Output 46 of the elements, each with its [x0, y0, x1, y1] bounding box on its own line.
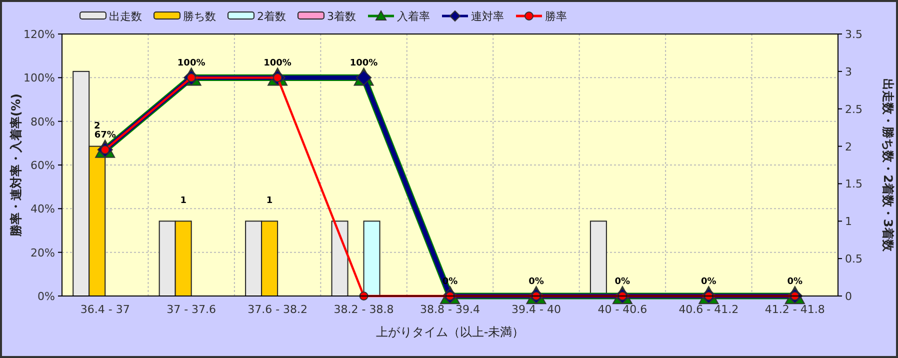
data-label: 2: [94, 121, 100, 132]
legend-label: 2着数: [257, 10, 286, 23]
x-tick-label: 40 - 40.6: [598, 303, 648, 316]
y-tick-label: 40%: [30, 202, 55, 216]
y2-tick-label: 0.5: [845, 252, 862, 266]
y-tick-label: 100%: [24, 72, 55, 85]
y-axis-title: 勝率・連対率・入着率(%): [9, 94, 23, 238]
x-tick-label: 41.2 - 41.8: [764, 303, 825, 316]
y2-axis-title: 出走数・勝ち数・2着数・3着数: [881, 78, 895, 252]
x-axis-title: 上がりタイム（以上-未満）: [376, 325, 524, 339]
data-label: 67%: [94, 130, 116, 141]
data-label: 0%: [787, 277, 803, 287]
data-label: 0%: [614, 277, 630, 287]
y2-tick-label: 0: [845, 290, 852, 303]
x-tick-label: 36.4 - 37: [80, 303, 130, 316]
x-tick-label: 38.8 - 39.4: [420, 303, 480, 316]
x-tick-label: 39.4 - 40: [511, 303, 561, 316]
data-label: 0%: [528, 277, 544, 287]
y-tick-label: 20%: [30, 246, 55, 260]
y2-tick-label: 1.5: [845, 178, 862, 191]
legend-label: 入着率: [397, 10, 430, 23]
data-label: 1: [180, 196, 186, 206]
bar: [331, 220, 348, 296]
y2-tick-label: 1: [845, 215, 852, 228]
y2-tick-label: 3: [845, 65, 852, 78]
x-tick-label: 37.6 - 38.2: [248, 303, 308, 316]
x-tick-label: 37 - 37.6: [166, 303, 216, 316]
data-label: 100%: [264, 58, 292, 69]
legend-label: 連対率: [471, 10, 504, 23]
y2-tick-label: 2.5: [845, 102, 862, 116]
x-tick-label: 40.6 - 41.2: [678, 303, 739, 316]
data-label: 100%: [177, 58, 206, 69]
legend-label: 3着数: [327, 10, 356, 23]
legend-label: 勝ち数: [183, 10, 216, 23]
data-label: 100%: [350, 58, 378, 69]
y-tick-label: 0%: [38, 290, 55, 303]
y-tick-label: 120%: [24, 28, 55, 41]
data-label: 1: [266, 196, 273, 206]
legend-label: 出走数: [109, 10, 142, 23]
y2-tick-label: 3.5: [845, 28, 862, 41]
legend-label: 勝率: [545, 10, 567, 23]
y-tick-label: 60%: [30, 159, 55, 172]
data-label: 0%: [701, 277, 716, 287]
x-tick-label: 38.2 - 38.8: [334, 303, 394, 316]
y-tick-label: 80%: [30, 115, 55, 128]
y2-tick-label: 2: [845, 140, 852, 154]
